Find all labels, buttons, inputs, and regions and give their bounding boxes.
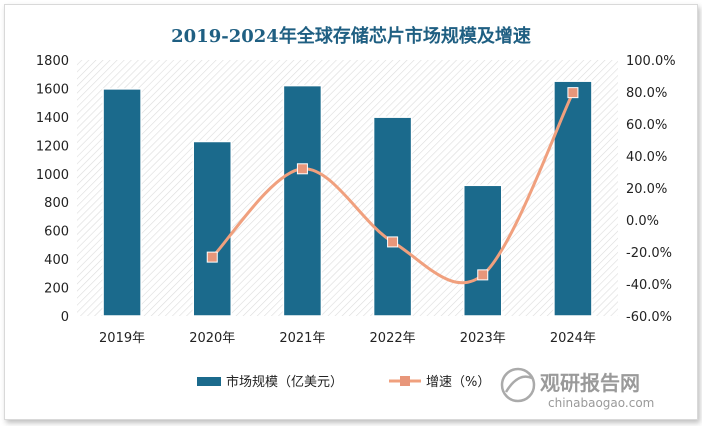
bar-4 xyxy=(463,184,503,317)
bar-1 xyxy=(192,140,232,317)
y-right-tick: 20.0% xyxy=(626,182,667,197)
x-tick-label: 2024年 xyxy=(550,331,596,346)
growth-marker-5 xyxy=(567,87,579,99)
legend-bar-label: 市场规模（亿美元） xyxy=(226,374,343,390)
x-tick-label: 2019年 xyxy=(99,331,145,346)
bar-2 xyxy=(282,84,323,317)
y-left-tick: 1000 xyxy=(36,168,69,183)
y-right-tick: 0.0% xyxy=(626,214,659,229)
watermark-text-cn: 观研报告网 xyxy=(540,371,640,395)
legend-line-marker xyxy=(400,376,410,386)
y-right-tick: -20.0% xyxy=(626,246,672,261)
y-right-tick: 80.0% xyxy=(626,86,667,101)
bar-5 xyxy=(553,80,593,317)
y-right-tick: 40.0% xyxy=(626,150,667,165)
y-left-tick: 1800 xyxy=(36,54,69,69)
x-tick-label: 2021年 xyxy=(279,331,325,346)
x-tick-label: 2023年 xyxy=(460,331,506,346)
y-left-tick: 0 xyxy=(61,310,69,325)
x-tick-label: 2022年 xyxy=(370,331,416,346)
y-left-tick: 1600 xyxy=(36,82,69,97)
y-left-tick: 200 xyxy=(44,282,69,297)
y-left-tick: 400 xyxy=(44,253,69,268)
y-right-tick: 100.0% xyxy=(626,54,676,69)
y-left-tick: 1200 xyxy=(36,139,69,154)
y-left-tick: 800 xyxy=(44,196,69,211)
bar-0 xyxy=(102,88,142,317)
legend-bar-swatch xyxy=(197,377,221,386)
y-left-tick: 600 xyxy=(44,225,69,240)
bar-3 xyxy=(372,116,413,317)
growth-marker-2 xyxy=(296,163,308,175)
watermark-text-en: chinabaogao.com xyxy=(548,396,654,410)
watermark-logo-swoosh xyxy=(504,375,533,393)
x-tick-label: 2020年 xyxy=(189,331,235,346)
growth-marker-1 xyxy=(206,251,218,263)
growth-marker-4 xyxy=(477,269,489,281)
watermark-logo-icon xyxy=(500,367,536,403)
growth-marker-3 xyxy=(387,236,399,248)
legend-line-label: 增速（%） xyxy=(426,375,490,390)
chart-title: 2019-2024年全球存储芯片市场规模及增速 xyxy=(171,26,531,47)
y-left-tick: 1400 xyxy=(36,111,69,126)
y-right-tick: 60.0% xyxy=(626,118,667,133)
y-right-tick: -40.0% xyxy=(626,278,672,293)
y-right-tick: -60.0% xyxy=(626,310,672,325)
plot-area xyxy=(77,60,618,316)
